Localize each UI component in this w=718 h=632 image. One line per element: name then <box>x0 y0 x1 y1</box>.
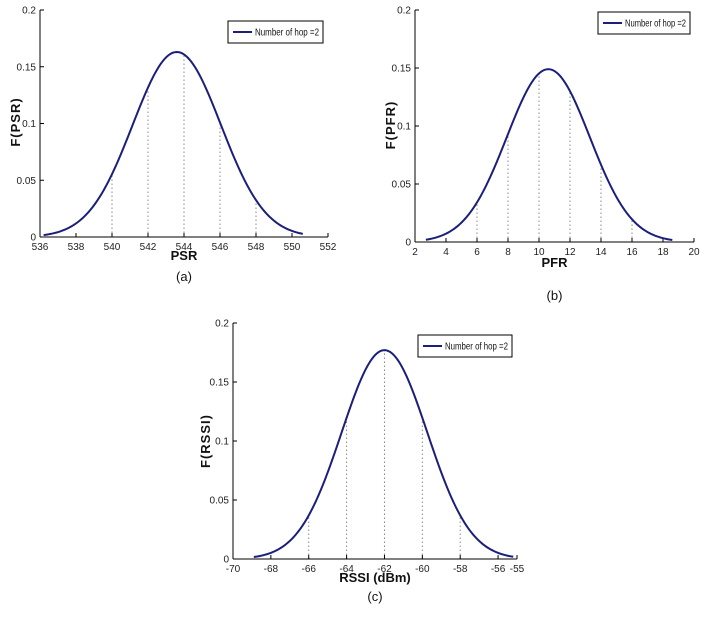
legend: Number of hop =2 <box>227 20 324 44</box>
x-tick-label: 540 <box>104 242 121 253</box>
x-axis-label: PFR <box>542 255 569 270</box>
x-axis-label: RSSI (dBm) <box>339 570 411 585</box>
legend: Number of hop =2 <box>417 334 513 358</box>
legend-label: Number of hop =2 <box>445 342 508 353</box>
series-line <box>43 50 304 237</box>
y-tick-label: 0 <box>405 238 411 249</box>
x-tick-label: -62 <box>377 564 392 575</box>
y-tick-label: 0.1 <box>22 119 36 130</box>
y-tick-label: 0 <box>30 233 36 244</box>
x-tick-label: 546 <box>212 242 229 253</box>
y-axis-label: F(RSSI) <box>198 414 213 468</box>
x-tick-label: 550 <box>284 242 301 253</box>
x-tick-label: 536 <box>32 242 49 253</box>
x-axis-label: PSR <box>171 248 198 263</box>
x-tick-label: 12 <box>564 247 576 258</box>
panel-caption: (b) <box>547 288 563 303</box>
x-tick-label: -60 <box>415 564 430 575</box>
y-tick-label: 0.2 <box>397 6 411 17</box>
y-tick-label: 0.15 <box>17 62 37 73</box>
x-tick-label: 552 <box>320 242 337 253</box>
y-axis-label: F(PFR) <box>383 101 398 150</box>
panel-caption: (a) <box>176 269 192 284</box>
x-tick-label: -56 <box>491 564 506 575</box>
x-tick-label: 20 <box>688 247 700 258</box>
y-tick-label: 0.05 <box>17 176 37 187</box>
x-tick-label: 16 <box>626 247 638 258</box>
y-tick-label: 0.2 <box>215 319 229 330</box>
x-tick-label: 538 <box>68 242 85 253</box>
x-tick-label: -55 <box>510 564 525 575</box>
y-tick-label: 0.1 <box>397 122 411 133</box>
x-tick-label: 544 <box>176 242 193 253</box>
x-tick-label: 6 <box>474 247 480 258</box>
x-tick-label: 14 <box>595 247 607 258</box>
legend-box <box>597 11 691 35</box>
x-tick-label: 10 <box>533 247 545 258</box>
x-tick-label: 8 <box>505 247 511 258</box>
x-tick-label: 2 <box>412 247 418 258</box>
x-tick-label: -70 <box>226 564 241 575</box>
x-tick-label: 548 <box>248 242 265 253</box>
series-line <box>425 68 673 241</box>
x-tick-label: 18 <box>657 247 669 258</box>
x-tick-label: -64 <box>339 564 354 575</box>
x-tick-label: 4 <box>443 247 449 258</box>
legend: Number of hop =2 <box>597 11 691 35</box>
chart-panel-1: 0 0.05 0.1 0.15 0.2 536 538 540 542 544 546 548 550 5… <box>8 6 337 285</box>
x-tick-label: 542 <box>140 242 157 253</box>
y-axis-label: F(PSR) <box>8 97 23 146</box>
chart-panel-3: 0 0.05 0.1 0.15 0.2 -70 -68 -66 -64 -62 -60 -58 -56-… <box>198 319 525 605</box>
legend-box <box>417 334 513 358</box>
panel-caption: (c) <box>367 589 382 604</box>
y-tick-label: 0.15 <box>210 378 230 389</box>
y-tick-label: 0 <box>223 555 229 566</box>
legend-box <box>227 20 324 44</box>
y-tick-label: 0.05 <box>210 496 230 507</box>
legend-label: Number of hop =2 <box>625 19 686 30</box>
y-tick-label: 0.15 <box>392 64 412 75</box>
x-tick-label: -66 <box>302 564 317 575</box>
y-tick-label: 0.1 <box>215 437 229 448</box>
legend-label: Number of hop =2 <box>255 28 319 39</box>
x-tick-label: -68 <box>264 564 279 575</box>
chart-panel-2: 0 0.05 0.1 0.15 0.2 2 4 6 8 10 12 14 16 18 20 PFR F(PFR)… <box>383 6 700 304</box>
series-line <box>253 349 514 559</box>
y-tick-label: 0.05 <box>392 180 412 191</box>
x-tick-label: -58 <box>453 564 468 575</box>
y-tick-label: 0.2 <box>22 6 36 17</box>
